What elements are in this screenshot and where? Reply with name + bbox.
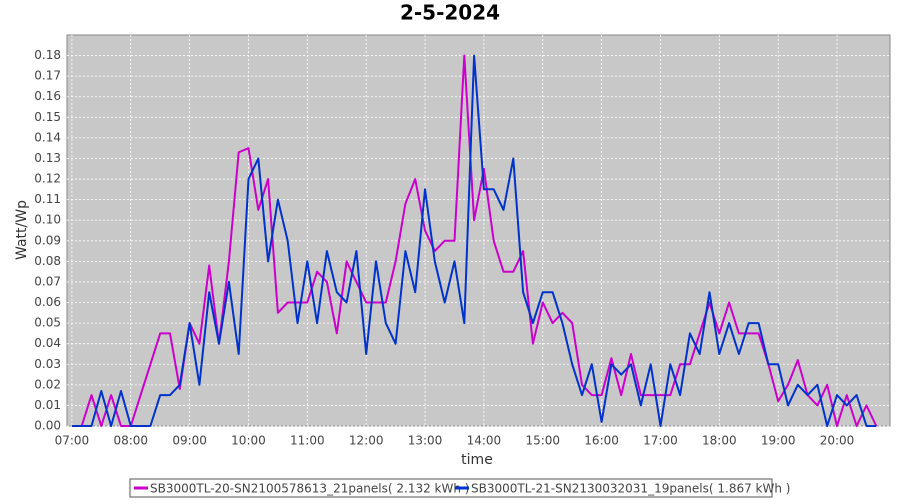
x-tick-label: 15:00 [525, 434, 560, 448]
y-tick-label: 0.02 [34, 377, 61, 391]
x-tick-label: 13:00 [408, 434, 443, 448]
y-tick-label: 0.05 [34, 316, 61, 330]
x-axis-label: time [461, 452, 493, 468]
x-tick-label: 16:00 [584, 434, 619, 448]
y-axis-label: Watt/Wp [14, 200, 30, 260]
y-tick-label: 0.15 [34, 110, 61, 124]
y-tick-label: 0.06 [34, 295, 61, 309]
y-tick-label: 0.14 [34, 130, 61, 144]
plot-area [66, 34, 891, 427]
y-tick-label: 0.04 [34, 336, 61, 350]
x-tick-label: 12:00 [349, 434, 384, 448]
x-tick-label: 09:00 [172, 434, 207, 448]
legend-label: SB3000TL-21-SN2130032031_19panels( 1.867… [471, 482, 790, 496]
x-tick-label: 18:00 [702, 434, 737, 448]
y-tick-label: 0.13 [34, 151, 61, 165]
y-tick-label: 0.01 [34, 398, 61, 412]
x-tick-label: 20:00 [820, 434, 855, 448]
series-line [71, 54, 878, 427]
y-tick-label: 0.00 [34, 419, 61, 433]
y-tick-label: 0.09 [34, 233, 61, 247]
y-tick-label: 0.10 [34, 213, 61, 227]
legend-label: SB3000TL-20-SN2100578613_21panels( 2.132… [150, 482, 469, 496]
y-tick-label: 0.12 [34, 172, 61, 186]
x-tick-label: 19:00 [761, 434, 796, 448]
x-tick-label: 08:00 [113, 434, 148, 448]
x-tick-label: 10:00 [231, 434, 266, 448]
y-tick-label: 0.11 [34, 192, 61, 206]
x-tick-label: 07:00 [55, 434, 90, 448]
x-tick-label: 17:00 [643, 434, 678, 448]
x-tick-label: 11:00 [290, 434, 325, 448]
y-tick-label: 0.08 [34, 254, 61, 268]
legend [129, 478, 773, 498]
x-tick-label: 14:00 [467, 434, 502, 448]
y-tick-label: 0.18 [34, 48, 61, 62]
y-tick-label: 0.07 [34, 274, 61, 288]
series-line [71, 54, 877, 427]
y-tick-label: 0.17 [34, 69, 61, 83]
y-tick-label: 0.03 [34, 357, 61, 371]
y-tick-label: 0.16 [34, 89, 61, 103]
chart-title: 2-5-2024 [400, 1, 500, 25]
